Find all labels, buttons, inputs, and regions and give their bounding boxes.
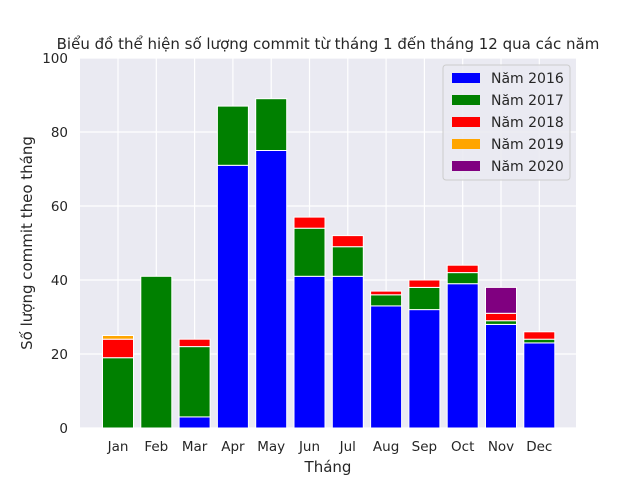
x-axis-label: Tháng — [304, 458, 352, 476]
x-tick-label: Aug — [373, 439, 399, 455]
bar-segment — [523, 342, 556, 429]
bar-segment — [370, 290, 403, 296]
bar-segment — [446, 272, 479, 285]
legend-label: Năm 2018 — [491, 115, 564, 131]
bar-segment — [408, 309, 441, 429]
bar-segment — [523, 331, 556, 340]
bar-segment — [408, 286, 441, 311]
x-tick-label: Oct — [451, 439, 474, 455]
bar-segment — [331, 275, 364, 429]
bar-segment — [370, 305, 403, 429]
bar-segment — [293, 227, 326, 277]
legend-label: Năm 2019 — [491, 137, 564, 153]
bar-segment — [255, 98, 288, 151]
x-tick-label: Sep — [412, 439, 437, 455]
y-tick-labels: 0 20 40 60 80 100 — [42, 51, 68, 437]
bar-segment — [102, 338, 134, 359]
x-tick-label: May — [257, 439, 285, 455]
y-axis-label: Số lượng commit theo tháng — [18, 136, 36, 350]
bar-segment — [331, 235, 364, 248]
x-tick-label: Jul — [339, 439, 356, 455]
legend-swatch — [452, 95, 480, 105]
legend-swatch — [452, 117, 480, 127]
bar-segment — [370, 294, 403, 307]
bar-segment — [255, 150, 288, 429]
bar-segment — [140, 275, 173, 429]
x-tick-label: Apr — [221, 439, 245, 455]
bar-segment — [446, 283, 479, 429]
bar-segment — [331, 246, 364, 277]
x-tick-label: Nov — [488, 439, 514, 455]
bar-segment — [216, 164, 249, 429]
y-tick-label: 40 — [51, 273, 68, 289]
y-tick-label: 100 — [42, 51, 68, 67]
bar-segment — [178, 416, 211, 429]
legend-box — [442, 64, 571, 181]
y-tick-label: 20 — [51, 347, 68, 363]
bar-segment — [446, 264, 479, 274]
bar-segment — [485, 320, 517, 325]
legend-swatch — [452, 73, 480, 83]
bar-segment — [178, 346, 211, 418]
x-tick-label: Jan — [107, 439, 129, 455]
bar-segment — [178, 338, 211, 348]
bar-segment — [102, 357, 134, 429]
x-tick-label: Dec — [526, 439, 552, 455]
legend-label: Năm 2017 — [491, 93, 564, 109]
bar-segment — [102, 335, 134, 340]
x-tick-label: Feb — [144, 439, 168, 455]
bar-segment — [408, 279, 441, 288]
bars — [102, 98, 556, 429]
bar-segment — [293, 275, 326, 429]
x-tick-label: Jun — [298, 439, 320, 455]
x-tick-labels: Jan Feb Mar Apr May Jun Jul Aug Sep Oct Nov Dec — [107, 439, 553, 455]
bar-segment — [216, 105, 249, 166]
bar-segment — [485, 323, 517, 429]
bar-segment — [485, 312, 517, 322]
chart-title: Biểu đồ thể hiện số lượng commit từ thán… — [57, 35, 600, 53]
legend: Năm 2016 Năm 2017 Năm 2018 Năm 2019 Năm 2020 — [442, 64, 571, 181]
y-tick-label: 80 — [51, 125, 68, 141]
bar-segment — [523, 338, 556, 344]
legend-swatch — [452, 139, 480, 149]
x-tick-label: Mar — [182, 439, 208, 455]
y-tick-label: 0 — [59, 421, 68, 437]
legend-swatch — [452, 161, 480, 171]
legend-label: Năm 2016 — [491, 71, 564, 87]
bar-segment — [485, 286, 517, 314]
legend-label: Năm 2020 — [491, 159, 564, 175]
bar-segment — [293, 216, 326, 229]
y-tick-label: 60 — [51, 199, 68, 215]
